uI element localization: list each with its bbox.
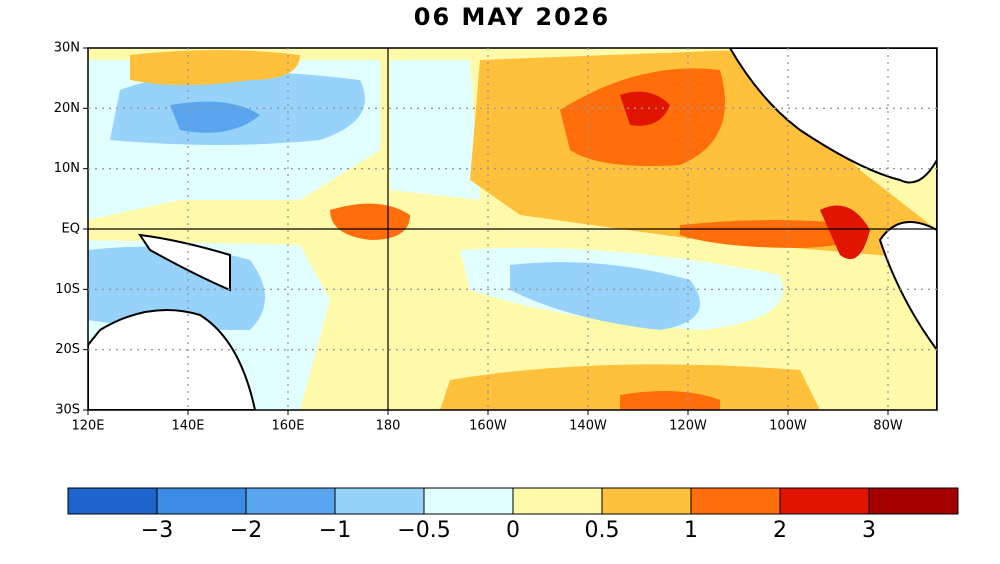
legend-swatch — [423, 487, 514, 515]
legend-swatch — [245, 487, 336, 515]
legend-label: 0 — [506, 518, 520, 543]
legend-label: −2 — [230, 518, 262, 543]
lat-label: 10N — [54, 161, 80, 176]
legend-label: 1 — [684, 518, 698, 543]
lat-label: 10S — [55, 282, 80, 297]
lon-label: 80W — [873, 419, 903, 434]
legend-swatch — [779, 487, 870, 515]
legend-swatch — [512, 487, 603, 515]
lat-label: 20N — [54, 101, 80, 116]
legend-swatch — [868, 487, 959, 515]
legend-swatch — [67, 487, 158, 515]
legend-label: −0.5 — [397, 518, 450, 543]
lat-label: EQ — [62, 222, 80, 237]
map-title: 06 MAY 2026 — [414, 3, 610, 31]
legend-label: 0.5 — [585, 518, 620, 543]
lon-label: 140W — [569, 419, 607, 434]
lat-label: 20S — [55, 342, 80, 357]
legend-swatch — [690, 487, 781, 515]
lat-label: 30S — [55, 403, 80, 418]
lat-label: 30N — [54, 41, 80, 56]
legend-swatch — [334, 487, 425, 515]
legend-label: −3 — [141, 518, 173, 543]
legend-label: 2 — [773, 518, 787, 543]
legend-label: 3 — [862, 518, 876, 543]
lon-label: 180 — [376, 419, 401, 434]
lon-label: 120W — [669, 419, 707, 434]
lon-label: 100W — [769, 419, 807, 434]
legend-swatch — [156, 487, 247, 515]
lon-label: 120E — [71, 419, 104, 434]
lon-label: 140E — [171, 419, 204, 434]
lon-label: 160E — [271, 419, 304, 434]
lon-label: 160W — [469, 419, 507, 434]
legend-swatch — [601, 487, 692, 515]
legend-label: −1 — [319, 518, 351, 543]
